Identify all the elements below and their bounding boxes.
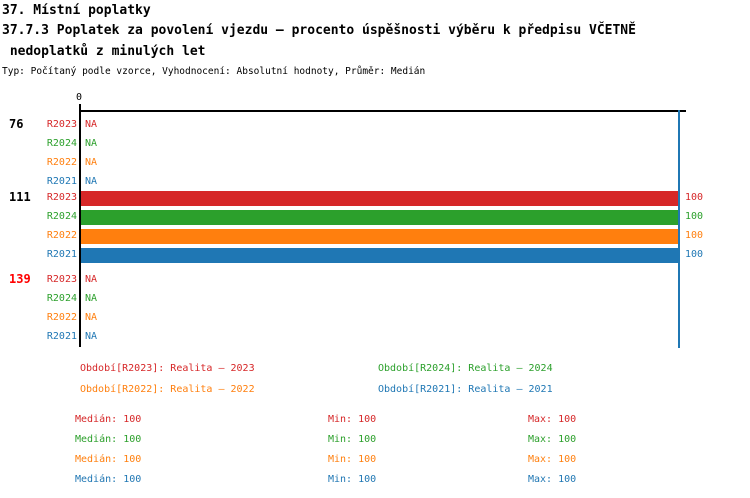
stats-row-r2024: Medián: 100 Min: 100 Max: 100 — [0, 434, 750, 448]
stat-max-value: 100 — [558, 434, 577, 445]
stats-row-r2023: Medián: 100 Min: 100 Max: 100 — [0, 414, 750, 428]
stat-median: Medián: 100 — [75, 414, 141, 425]
series-label: R2024 — [46, 211, 77, 222]
chart-row: R2021 100 — [0, 246, 750, 265]
chart-subtitle-line2: nedoplatků z minulých let — [2, 44, 206, 59]
group-label: 76 — [9, 117, 24, 131]
bar-value-label: 100 — [685, 192, 704, 203]
bar-value-label: 100 — [685, 230, 704, 241]
stat-median-value: 100 — [123, 474, 142, 485]
series-label: R2023 — [46, 192, 77, 203]
gridline-100 — [678, 110, 680, 348]
group-label: 111 — [9, 190, 31, 204]
series-label: R2023 — [46, 119, 77, 130]
stat-median-value: 100 — [123, 434, 142, 445]
stat-max-label: Max: — [528, 454, 553, 465]
stat-median-label: Medián: — [75, 454, 118, 465]
na-value: NA — [85, 176, 98, 187]
bar-r2021 — [81, 248, 678, 263]
series-label: R2022 — [46, 157, 77, 168]
stat-median: Medián: 100 — [75, 454, 141, 465]
stat-min-label: Min: — [328, 434, 353, 445]
stats-row-r2021: Medián: 100 Min: 100 Max: 100 — [0, 474, 750, 488]
stat-min-label: Min: — [328, 414, 353, 425]
stat-min-label: Min: — [328, 454, 353, 465]
chart-subtitle-line1: 37.7.3 Poplatek za povolení vjezdu – pro… — [2, 23, 636, 38]
stat-median-label: Medián: — [75, 434, 118, 445]
stat-max-value: 100 — [558, 474, 577, 485]
stat-min-value: 100 — [358, 414, 377, 425]
chart-meta: Typ: Počítaný podle vzorce, Vyhodnocení:… — [2, 66, 426, 77]
stat-min: Min: 100 — [328, 454, 376, 465]
legend-item-r2023: Období[R2023]: Realita – 2023 — [80, 363, 255, 374]
stat-max-value: 100 — [558, 454, 577, 465]
na-value: NA — [85, 331, 98, 342]
stat-max: Max: 100 — [528, 434, 576, 445]
chart-row: 139 R2023 NA — [0, 271, 750, 290]
series-label: R2021 — [46, 249, 77, 260]
legend-item-r2021: Období[R2021]: Realita – 2021 — [378, 384, 553, 395]
y-axis-line — [79, 104, 81, 347]
na-value: NA — [85, 274, 98, 285]
legend-item-r2022: Období[R2022]: Realita – 2022 — [80, 384, 255, 395]
bar-r2024 — [81, 210, 678, 225]
chart-row: R2024 100 — [0, 208, 750, 227]
stat-max-label: Max: — [528, 474, 553, 485]
stat-min-value: 100 — [358, 434, 377, 445]
chart-row: R2021 NA — [0, 173, 750, 192]
bar-r2023 — [81, 191, 678, 206]
stat-min-value: 100 — [358, 454, 377, 465]
chart-row: 111 R2023 100 — [0, 189, 750, 208]
page-title: 37. Místní poplatky — [2, 3, 151, 18]
series-label: R2021 — [46, 331, 77, 342]
chart-row: R2022 NA — [0, 309, 750, 328]
group-label-alert: 139 — [9, 272, 31, 286]
series-label: R2022 — [46, 230, 77, 241]
chart-row: R2024 NA — [0, 290, 750, 309]
series-label: R2024 — [46, 293, 77, 304]
chart-group-76: 76 R2023 NA R2024 NA R2022 NA R2021 NA — [0, 116, 750, 192]
x-axis-line — [79, 110, 686, 112]
stat-min: Min: 100 — [328, 474, 376, 485]
legend-item-r2024: Období[R2024]: Realita – 2024 — [378, 363, 553, 374]
na-value: NA — [85, 157, 98, 168]
na-value: NA — [85, 138, 98, 149]
stat-max: Max: 100 — [528, 454, 576, 465]
chart-group-111: 111 R2023 100 R2024 100 R2022 100 R2021 … — [0, 189, 750, 265]
stat-median-value: 100 — [123, 454, 142, 465]
stat-max-label: Max: — [528, 434, 553, 445]
stat-max-value: 100 — [558, 414, 577, 425]
series-label: R2023 — [46, 274, 77, 285]
x-axis-origin-label: 0 — [76, 92, 83, 103]
stat-min-label: Min: — [328, 474, 353, 485]
chart-row: R2021 NA — [0, 328, 750, 347]
chart-row: R2022 100 — [0, 227, 750, 246]
chart-row: R2022 NA — [0, 154, 750, 173]
stat-min: Min: 100 — [328, 414, 376, 425]
stats-row-r2022: Medián: 100 Min: 100 Max: 100 — [0, 454, 750, 468]
na-value: NA — [85, 312, 98, 323]
chart-row: R2024 NA — [0, 135, 750, 154]
stat-max: Max: 100 — [528, 414, 576, 425]
stat-min-value: 100 — [358, 474, 377, 485]
stat-max: Max: 100 — [528, 474, 576, 485]
chart-row: 76 R2023 NA — [0, 116, 750, 135]
stat-min: Min: 100 — [328, 434, 376, 445]
bar-value-label: 100 — [685, 211, 704, 222]
na-value: NA — [85, 119, 98, 130]
stat-median: Medián: 100 — [75, 474, 141, 485]
bar-value-label: 100 — [685, 249, 704, 260]
bar-r2022 — [81, 229, 678, 244]
chart-group-139: 139 R2023 NA R2024 NA R2022 NA R2021 NA — [0, 271, 750, 347]
series-label: R2024 — [46, 138, 77, 149]
series-label: R2022 — [46, 312, 77, 323]
stat-median-value: 100 — [123, 414, 142, 425]
stat-median-label: Medián: — [75, 474, 118, 485]
stat-median-label: Medián: — [75, 414, 118, 425]
series-label: R2021 — [46, 176, 77, 187]
stat-median: Medián: 100 — [75, 434, 141, 445]
stat-max-label: Max: — [528, 414, 553, 425]
na-value: NA — [85, 293, 98, 304]
